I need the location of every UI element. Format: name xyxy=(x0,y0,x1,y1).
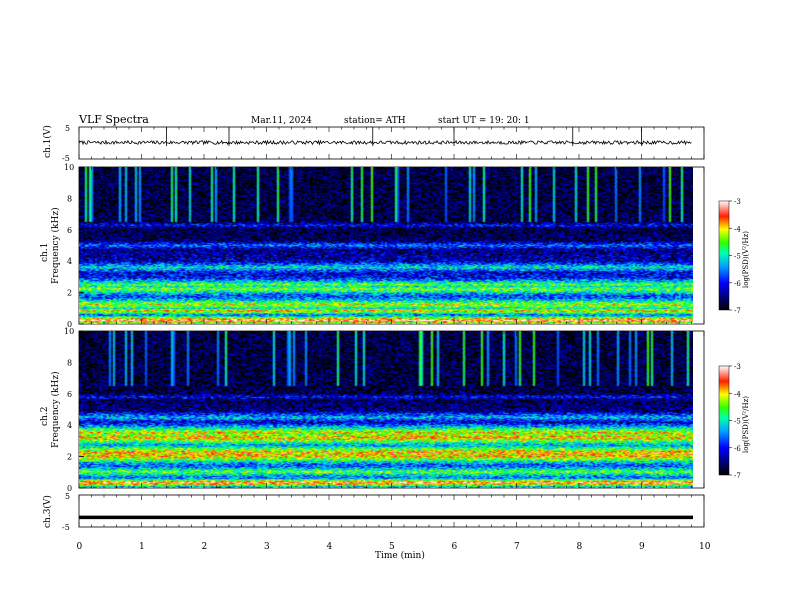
ch3-ylabel: ch.3(V) xyxy=(42,495,53,528)
ch1-spectrogram-image xyxy=(79,167,693,324)
freq-tick-label: 10 xyxy=(64,327,74,336)
station-label: station= ATH xyxy=(344,116,406,126)
ch2-spectrogram-image xyxy=(79,331,693,488)
ch1-spec-channel-label: ch.1 xyxy=(40,243,50,262)
ch1-trace xyxy=(78,139,692,146)
ch1-spectrogram-ticks: 0 2 4 6 8 10 xyxy=(64,163,84,329)
start-time-label: start UT = 19: 20: 1 xyxy=(438,116,530,126)
colorbar-tick-label: -6 xyxy=(734,280,741,288)
ch1-spectrogram-panel: 0 2 4 6 8 10 ch.1 Frequency (kHz) xyxy=(40,163,705,329)
date-label: Mar.11, 2024 xyxy=(251,116,312,126)
ch1-colorbar-label: log(PSD)(V²/Hz) xyxy=(742,231,750,288)
time-tick-label: 6 xyxy=(452,542,458,552)
time-tick-label: 1 xyxy=(139,542,145,552)
time-tick-label: 4 xyxy=(327,542,333,552)
ch2-spectrogram-panel: 0 2 4 6 8 10 ch.2 Frequency (kHz) xyxy=(40,327,705,493)
freq-tick-label: 8 xyxy=(67,358,72,367)
colorbar-tick-label: -5 xyxy=(734,418,741,426)
time-tick-label: 7 xyxy=(514,542,520,552)
colorbar-tick-label: -3 xyxy=(734,198,741,206)
time-tick-label: 0 xyxy=(77,542,83,552)
freq-tick-label: 6 xyxy=(67,390,72,399)
freq-tick-label: 2 xyxy=(67,453,72,462)
colorbar-tick-label: -5 xyxy=(734,253,741,261)
time-tick-label: 10 xyxy=(699,542,711,552)
time-tick-label: 5 xyxy=(389,542,395,552)
ch1-ylabel: ch.1(V) xyxy=(42,125,53,158)
ch2-colorbar-label: log(PSD)(V²/Hz) xyxy=(742,396,750,453)
figure-title: VLF Spectra xyxy=(78,113,149,126)
ch1-colorbar-ticks: -3 -4 -5 -6 -7 xyxy=(729,198,741,315)
time-tick-label: 3 xyxy=(264,542,270,552)
freq-tick-label: 0 xyxy=(67,320,72,329)
ch1-colorbar: -3 -4 -5 -6 -7 log(PSD)(V²/Hz) xyxy=(718,198,750,315)
freq-tick-label: 10 xyxy=(64,163,74,172)
ch2-colorbar-ticks: -3 -4 -5 -6 -7 xyxy=(729,363,741,480)
time-axis: 0 1 2 3 4 5 6 7 8 9 10 xyxy=(77,127,711,552)
time-tick-label: 2 xyxy=(202,542,208,552)
time-tick-label: 8 xyxy=(577,542,583,552)
colorbar-tick-label: -7 xyxy=(734,307,741,315)
ch2-colorbar: -3 -4 -5 -6 -7 log(PSD)(V²/Hz) xyxy=(718,363,750,480)
ch1-ytick-top: 5 xyxy=(65,124,70,133)
ch3-ytick-top: 5 xyxy=(65,492,70,501)
ch3-ytick-bottom: -5 xyxy=(62,523,70,532)
time-axis-label: Time (min) xyxy=(375,550,425,561)
ch1-colorbar-gradient xyxy=(718,200,730,311)
freq-tick-label: 4 xyxy=(67,421,72,430)
colorbar-tick-label: -7 xyxy=(734,472,741,480)
freq-tick-label: 4 xyxy=(67,257,72,266)
ch1-waveform-panel: 5 -5 ch.1(V) xyxy=(42,124,705,163)
ch2-colorbar-gradient xyxy=(718,365,730,476)
colorbar-tick-label: -3 xyxy=(734,363,741,371)
ch1-ytick-bottom: -5 xyxy=(62,154,70,163)
freq-tick-label: 2 xyxy=(67,289,72,298)
freq-tick-label: 0 xyxy=(67,484,72,493)
freq-tick-label: 8 xyxy=(67,194,72,203)
time-tick-label: 9 xyxy=(639,542,645,552)
ch2-spec-channel-label: ch.2 xyxy=(40,407,50,426)
ch1-spec-ylabel: Frequency (kHz) xyxy=(50,207,61,284)
ch2-spec-ylabel: Frequency (kHz) xyxy=(50,371,61,448)
colorbar-tick-label: -4 xyxy=(734,225,741,233)
colorbar-tick-label: -4 xyxy=(734,390,741,398)
freq-tick-label: 6 xyxy=(67,226,72,235)
ch2-spectrogram-ticks: 0 2 4 6 8 10 xyxy=(64,327,84,493)
colorbar-tick-label: -6 xyxy=(734,445,741,453)
